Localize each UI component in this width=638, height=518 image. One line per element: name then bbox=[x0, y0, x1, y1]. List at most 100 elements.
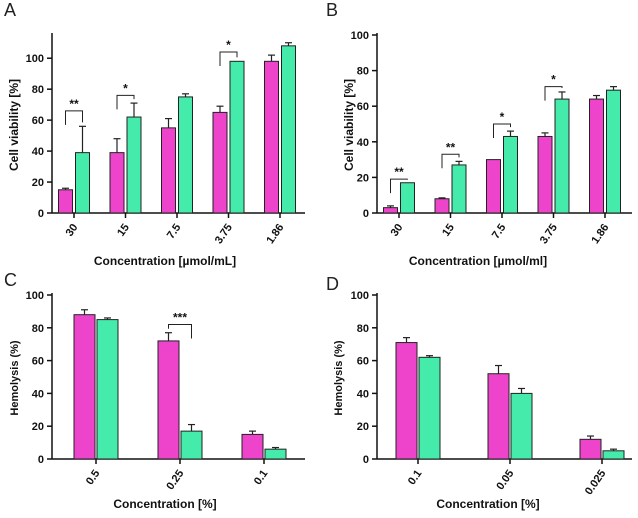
x-tick-label: 7.5 bbox=[490, 222, 509, 241]
bar-1 bbox=[487, 373, 510, 460]
bar-1 bbox=[241, 433, 264, 460]
x-tick-label: 0.5 bbox=[84, 468, 103, 487]
y-tick-label: 100 bbox=[26, 290, 44, 302]
bar-2 bbox=[606, 89, 621, 214]
y-tick-label: 60 bbox=[357, 356, 369, 368]
significance-label: *** bbox=[173, 311, 187, 325]
y-tick-label: 100 bbox=[26, 53, 44, 65]
x-axis-label: Concentration [%] bbox=[436, 497, 539, 511]
significance-label: ** bbox=[394, 165, 404, 179]
panel-letter: B bbox=[326, 0, 338, 20]
bar-2 bbox=[510, 392, 533, 460]
bar-2 bbox=[554, 98, 570, 214]
significance-label: * bbox=[551, 73, 556, 87]
y-tick-label: 20 bbox=[32, 177, 44, 189]
x-axis-label: Concentration [µmol/ml] bbox=[409, 254, 547, 268]
y-tick-label: 20 bbox=[357, 421, 369, 433]
x-tick-label: 3.75 bbox=[538, 222, 560, 246]
significance-bracket bbox=[544, 86, 563, 101]
bar-1 bbox=[109, 152, 125, 214]
x-axis-label: Concentration [%] bbox=[113, 497, 216, 511]
bar-1 bbox=[212, 111, 228, 214]
bar-2 bbox=[400, 182, 415, 214]
y-axis-label: Hemolysis (%) bbox=[9, 340, 21, 416]
bar-1 bbox=[383, 207, 398, 214]
panel-letter: D bbox=[326, 274, 339, 294]
y-tick-label: 80 bbox=[357, 323, 369, 335]
bar-2 bbox=[229, 60, 245, 214]
significance-bracket bbox=[441, 153, 460, 169]
significance-bracket bbox=[493, 123, 511, 138]
y-tick-label: 0 bbox=[38, 454, 44, 466]
x-tick-label: 1.86 bbox=[264, 222, 286, 246]
significance-label: * bbox=[226, 38, 231, 52]
y-axis-label: Hemolysis (%) bbox=[333, 340, 345, 416]
significance-bracket bbox=[168, 324, 192, 339]
bar-2 bbox=[75, 152, 90, 214]
y-tick-label: 80 bbox=[32, 84, 44, 96]
panel-a: A 0 20 40 60 80 100 Cell viability [%] Concentra… bbox=[4, 0, 305, 268]
bar-1 bbox=[486, 159, 501, 214]
panel-letter: C bbox=[4, 270, 17, 290]
bar-1 bbox=[161, 127, 176, 214]
bar-2 bbox=[503, 135, 518, 214]
x-tick-label: 0.1 bbox=[252, 468, 271, 487]
y-tick-label: 0 bbox=[363, 208, 369, 220]
bar-2 bbox=[126, 116, 142, 214]
bar-1 bbox=[157, 340, 180, 460]
x-tick-label: 0.025 bbox=[583, 468, 609, 497]
y-tick-label: 60 bbox=[32, 356, 44, 368]
significance-label: * bbox=[123, 81, 128, 95]
bar-1 bbox=[589, 98, 604, 214]
significance-bracket bbox=[390, 178, 408, 194]
x-tick-label: 30 bbox=[64, 222, 81, 239]
significance-bracket bbox=[116, 94, 135, 110]
y-tick-label: 80 bbox=[357, 66, 369, 78]
y-tick-label: 100 bbox=[351, 290, 369, 302]
significance-bracket bbox=[219, 51, 238, 67]
y-tick-label: 60 bbox=[32, 115, 44, 127]
x-axis-label: Concentration [µmol/mL] bbox=[94, 254, 236, 268]
y-axis-label: Cell viability [%] bbox=[342, 79, 356, 171]
bar-2 bbox=[264, 448, 287, 460]
bar-2 bbox=[96, 319, 119, 460]
significance-label: ** bbox=[446, 140, 456, 154]
x-tick-label: 0.05 bbox=[494, 468, 516, 492]
y-tick-label: 20 bbox=[32, 421, 44, 433]
x-tick-label: 7.5 bbox=[165, 222, 184, 241]
bar-1 bbox=[73, 314, 96, 460]
bar-2 bbox=[178, 96, 193, 214]
x-tick-label: 30 bbox=[389, 222, 406, 239]
bar-1 bbox=[395, 342, 418, 460]
y-tick-label: 0 bbox=[38, 208, 44, 220]
significance-label: * bbox=[500, 110, 505, 124]
significance-label: ** bbox=[69, 97, 79, 111]
y-tick-label: 40 bbox=[32, 388, 44, 400]
y-tick-label: 100 bbox=[351, 30, 369, 42]
x-tick-label: 15 bbox=[440, 222, 457, 239]
bar-1 bbox=[58, 189, 73, 214]
bar-1 bbox=[264, 60, 279, 214]
panel-b: B 0 20 40 60 80 100 Cell viability [%] Concentra… bbox=[326, 0, 632, 268]
x-tick-label: 0.25 bbox=[164, 468, 186, 492]
bar-2 bbox=[281, 45, 296, 214]
bar-1 bbox=[434, 198, 450, 214]
bar-2 bbox=[180, 430, 203, 460]
significance-bracket bbox=[65, 110, 83, 125]
y-axis-label: Cell viability [%] bbox=[7, 79, 21, 171]
x-tick-label: 0.1 bbox=[406, 468, 425, 487]
y-tick-label: 40 bbox=[32, 146, 44, 158]
y-tick-label: 40 bbox=[357, 388, 369, 400]
bar-2 bbox=[418, 356, 441, 460]
y-tick-label: 60 bbox=[357, 101, 369, 113]
bar-1 bbox=[537, 135, 553, 214]
y-tick-label: 80 bbox=[32, 323, 44, 335]
bar-2 bbox=[451, 164, 467, 214]
y-tick-label: 20 bbox=[357, 172, 369, 184]
y-tick-label: 40 bbox=[357, 137, 369, 149]
panel-letter: A bbox=[4, 0, 16, 20]
x-tick-label: 3.75 bbox=[213, 222, 235, 246]
bar-2 bbox=[602, 450, 625, 460]
y-tick-label: 0 bbox=[363, 454, 369, 466]
